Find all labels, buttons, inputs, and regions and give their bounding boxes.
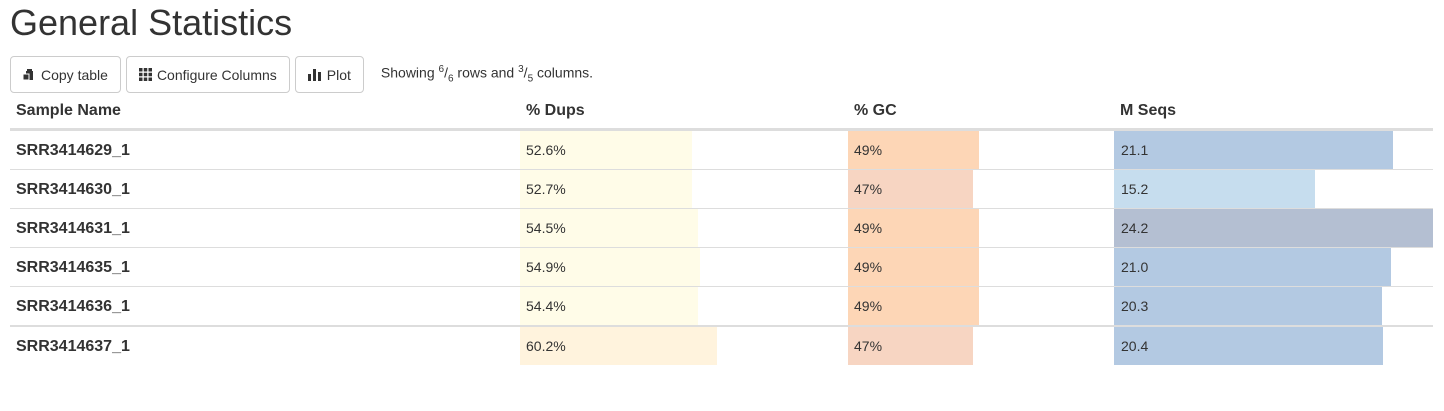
rows-total: 6 xyxy=(447,73,454,85)
mseqs-value: 20.3 xyxy=(1121,298,1149,314)
dups-bar xyxy=(520,170,692,208)
dups-value: 54.4% xyxy=(526,298,566,314)
gc-bar xyxy=(848,287,979,325)
bar-chart-icon xyxy=(307,68,322,81)
table-row: SRR3414630_1 52.7% 47% 15.2 xyxy=(10,170,1433,209)
gc-value: 49% xyxy=(854,298,883,314)
table-row: SRR3414636_1 54.4% 49% 20.3 xyxy=(10,287,1433,327)
mseqs-value: 20.4 xyxy=(1121,338,1149,354)
plot-button[interactable]: Plot xyxy=(294,56,364,93)
gc-value: 49% xyxy=(854,142,883,158)
mseqs-bar xyxy=(1114,327,1383,365)
header-gc[interactable]: % GC xyxy=(854,102,897,119)
gc-value: 47% xyxy=(854,181,883,197)
gc-bar xyxy=(848,248,979,286)
gc-value: 49% xyxy=(854,259,883,275)
table-row: SRR3414637_1 60.2% 47% 20.4 xyxy=(10,327,1433,365)
grid-icon xyxy=(138,68,152,81)
table-body: SRR3414629_1 52.6% 49% 21.1 SRR3414630_1 52.7… xyxy=(10,131,1433,365)
dups-bar xyxy=(520,209,698,247)
sample-name-cell: SRR3414630_1 xyxy=(16,181,130,198)
mseqs-bar xyxy=(1114,209,1433,247)
mseqs-value: 21.1 xyxy=(1121,142,1149,158)
gc-value: 47% xyxy=(854,338,883,354)
rows-shown: 6 xyxy=(438,64,445,76)
mseqs-bar xyxy=(1114,248,1391,286)
sample-name-cell: SRR3414635_1 xyxy=(16,259,130,276)
mseqs-bar xyxy=(1114,287,1382,325)
cols-total: 5 xyxy=(527,73,534,85)
table-row: SRR3414631_1 54.5% 49% 24.2 xyxy=(10,209,1433,248)
copy-table-button[interactable]: Copy table xyxy=(10,56,121,93)
gc-bar xyxy=(848,327,973,365)
table-row: SRR3414629_1 52.6% 49% 21.1 xyxy=(10,131,1433,170)
cols-shown: 3 xyxy=(518,64,524,76)
configure-columns-label: Configure Columns xyxy=(156,66,277,83)
sample-name-cell: SRR3414636_1 xyxy=(16,298,130,315)
mseqs-bar xyxy=(1114,170,1315,208)
dups-bar xyxy=(520,131,692,169)
dups-bar xyxy=(520,248,700,286)
dups-value: 52.6% xyxy=(526,142,566,158)
gc-bar xyxy=(848,209,979,247)
dups-bar xyxy=(520,287,698,325)
header-sample-name[interactable]: Sample Name xyxy=(16,102,121,119)
configure-columns-button[interactable]: Configure Columns xyxy=(125,56,290,93)
dups-value: 52.7% xyxy=(526,181,566,197)
table-toolbar: Copy table Configure Columns xyxy=(10,56,593,93)
header-mseqs[interactable]: M Seqs xyxy=(1120,102,1177,119)
dups-value: 54.9% xyxy=(526,259,566,275)
header-dups[interactable]: % Dups xyxy=(526,102,585,119)
gc-value: 49% xyxy=(854,220,883,236)
copy-icon xyxy=(23,68,36,81)
copy-table-label: Copy table xyxy=(41,66,108,83)
dups-bar xyxy=(520,327,717,365)
table-header: Sample Name % Dups % GC M Seqs xyxy=(10,94,1433,131)
mseqs-bar xyxy=(1114,131,1393,169)
sample-name-cell: SRR3414629_1 xyxy=(16,142,130,159)
dups-value: 60.2% xyxy=(526,338,566,354)
plot-label: Plot xyxy=(326,66,351,83)
page-title: General Statistics xyxy=(10,2,293,43)
dups-value: 54.5% xyxy=(526,220,566,236)
table-row: SRR3414635_1 54.9% 49% 21.0 xyxy=(10,248,1433,287)
mseqs-value: 21.0 xyxy=(1121,259,1149,275)
rows-columns-count: Showing 6/6 rows and 3/5 columns. xyxy=(380,64,594,85)
sample-name-cell: SRR3414631_1 xyxy=(16,220,130,237)
gc-bar xyxy=(848,170,973,208)
mseqs-value: 15.2 xyxy=(1121,181,1149,197)
sample-name-cell: SRR3414637_1 xyxy=(16,338,130,355)
general-statistics-table: Sample Name % Dups % GC M Seqs SRR341462… xyxy=(10,94,1433,365)
gc-bar xyxy=(848,131,979,169)
mseqs-value: 24.2 xyxy=(1121,220,1149,236)
